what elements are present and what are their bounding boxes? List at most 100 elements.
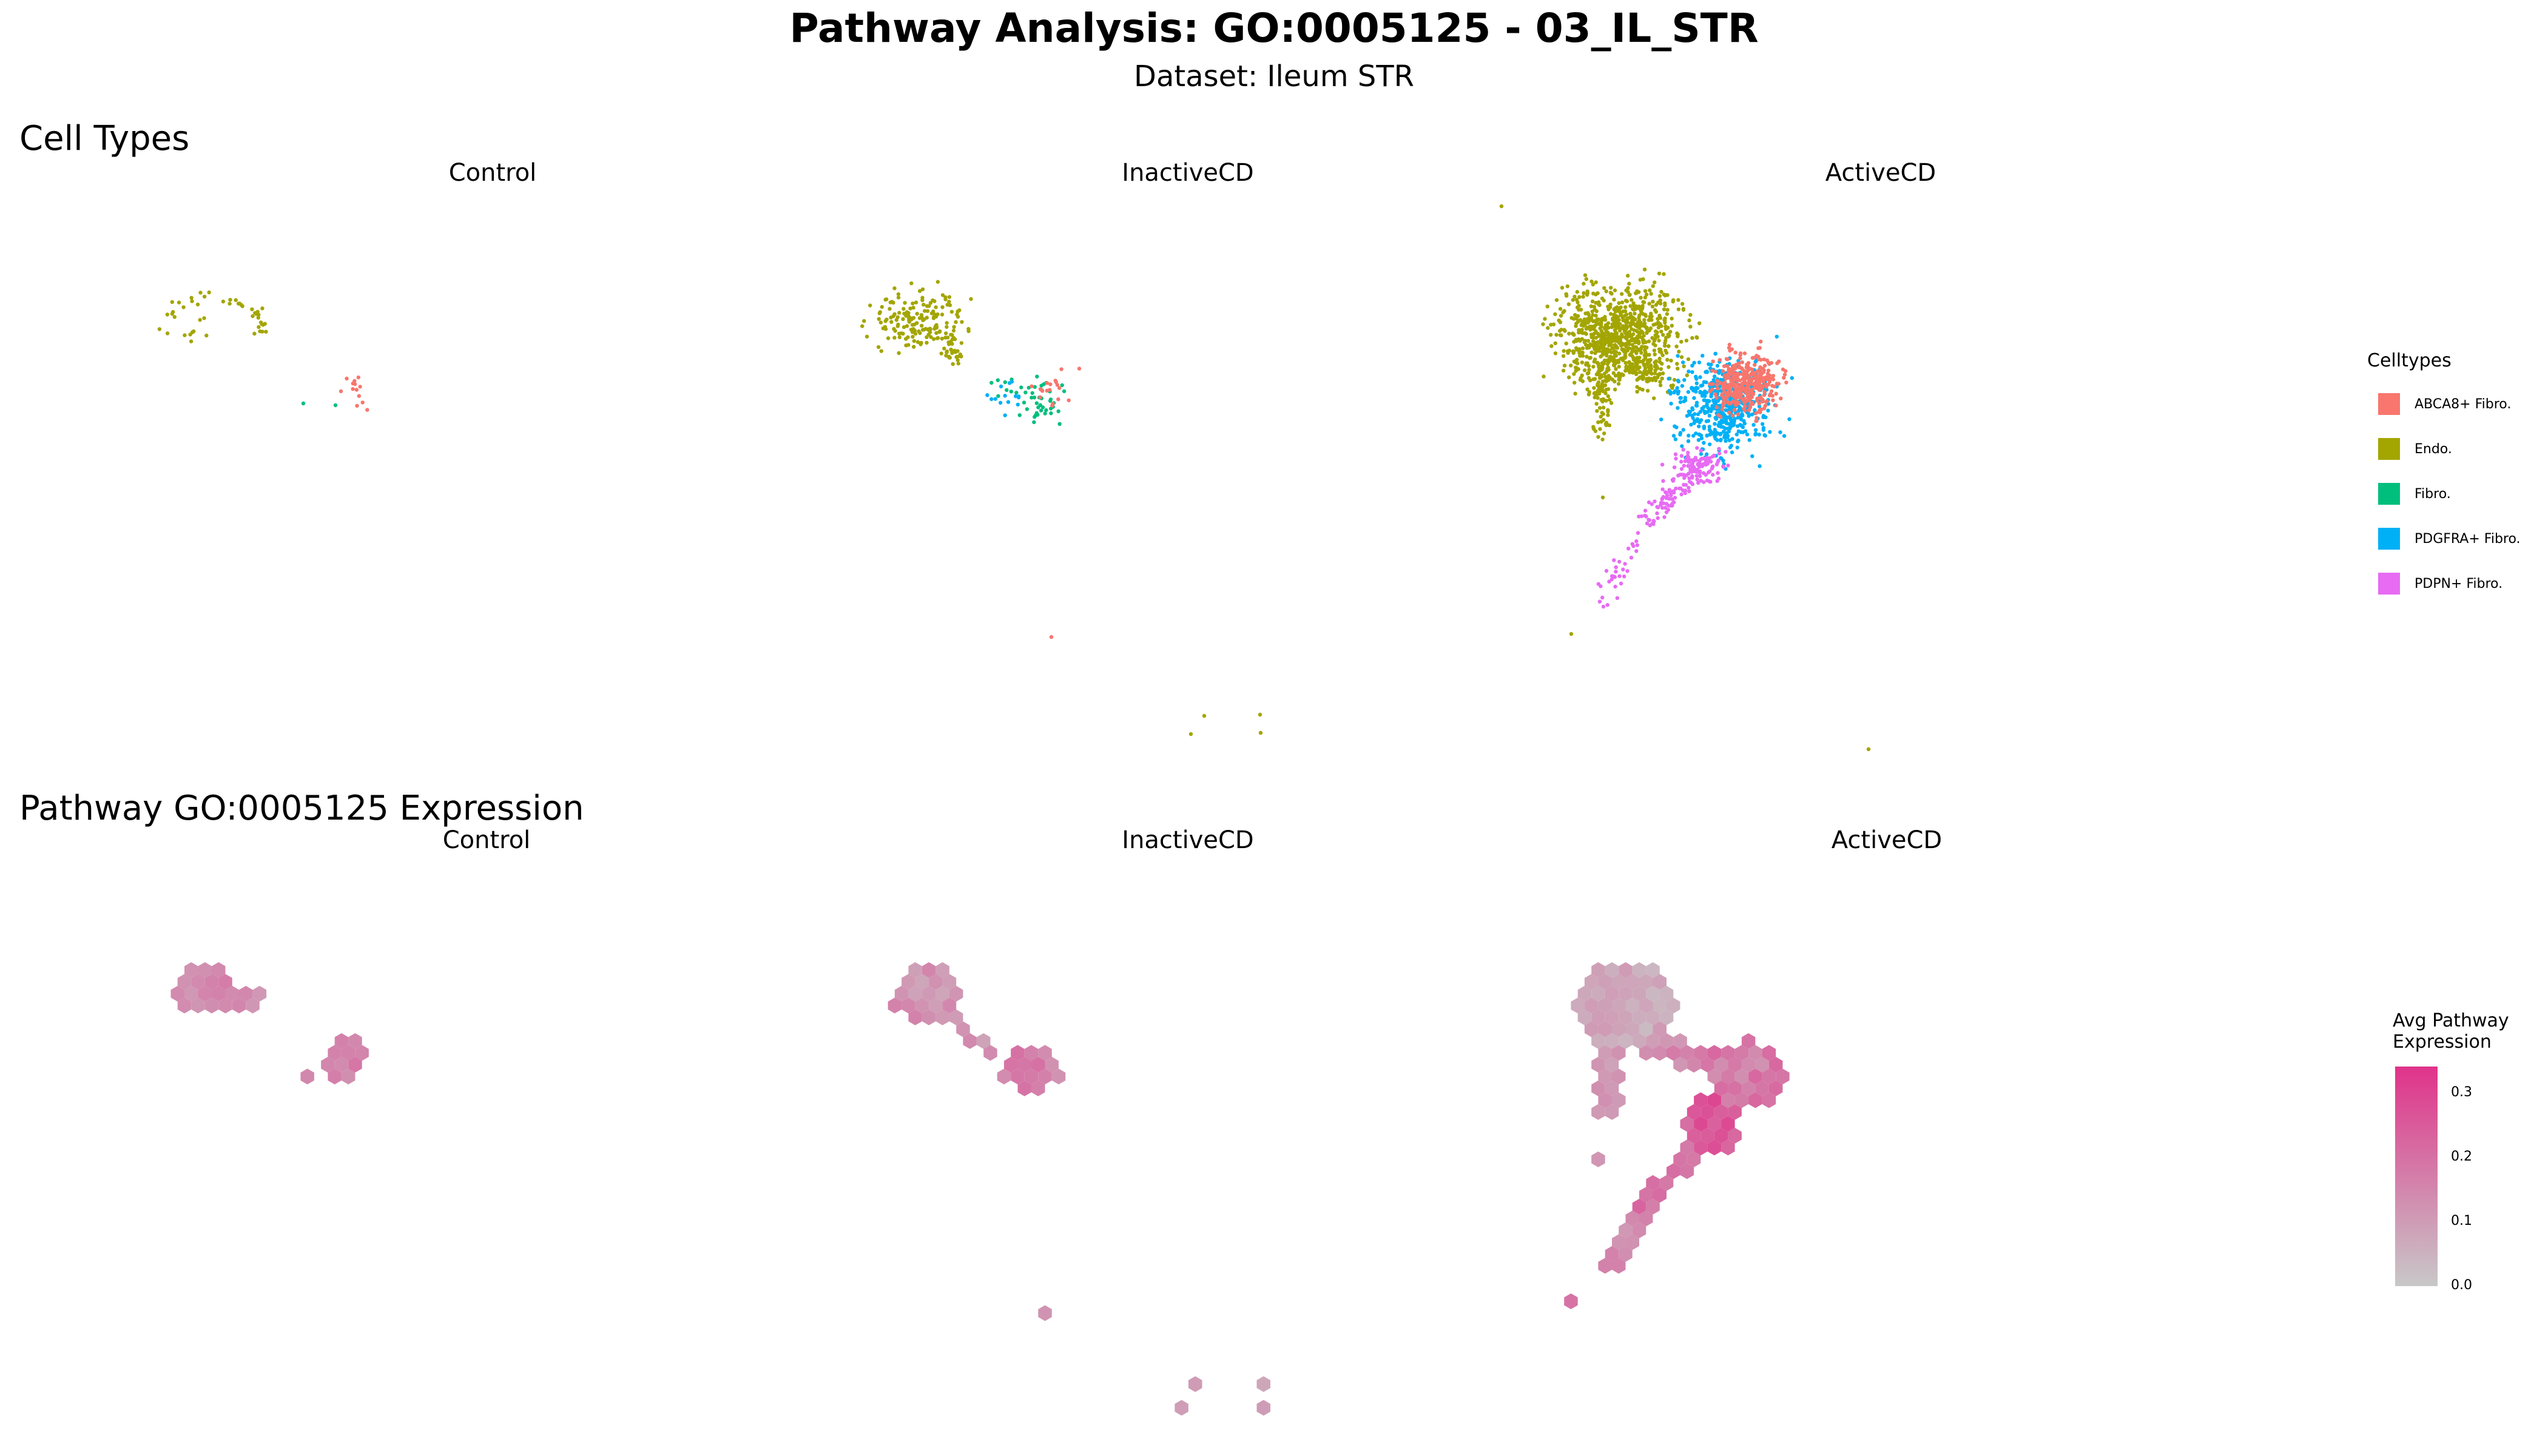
cell-point-abca8-fibro-	[1719, 381, 1724, 386]
cell-point-abca8-fibro-	[1051, 402, 1055, 406]
cell-point-endo-	[1202, 713, 1207, 718]
cell-point-endo-	[902, 306, 906, 311]
cell-point-endo-	[1600, 361, 1605, 365]
cell-point-pdgfra-fibro-	[1739, 414, 1744, 418]
expression-hexbin	[1632, 1033, 1646, 1049]
cell-point-abca8-fibro-	[1782, 372, 1787, 377]
cell-point-endo-	[1651, 300, 1655, 304]
cell-point-endo-	[1658, 316, 1663, 320]
cell-point-endo-	[945, 335, 950, 340]
cell-point-endo-	[1643, 289, 1648, 293]
cell-point-pdgfra-fibro-	[1709, 430, 1714, 434]
cell-point-endo-	[1637, 290, 1641, 294]
cell-point-pdgfra-fibro-	[1709, 362, 1713, 367]
cell-point-pdpn-fibro-	[1651, 519, 1656, 523]
cell-point-pdpn-fibro-	[1705, 462, 1710, 466]
cell-point-pdgfra-fibro-	[1676, 354, 1680, 358]
cell-point-endo-	[1623, 360, 1628, 365]
expression-hexbin	[1646, 1009, 1660, 1025]
cell-point-pdpn-fibro-	[1706, 470, 1711, 474]
cell-point-endo-	[1596, 331, 1600, 336]
cell-point-pdgfra-fibro-	[989, 397, 994, 402]
cell-point-endo-	[1600, 437, 1605, 442]
cell-point-endo-	[1638, 370, 1642, 374]
colorbar-tick-0.3: 0.3	[2451, 1085, 2472, 1100]
expression-hexbin	[198, 986, 212, 1002]
cell-point-endo-	[1562, 328, 1566, 332]
cell-point-pdpn-fibro-	[1629, 556, 1634, 560]
cell-point-endo-	[1583, 339, 1588, 343]
cell-point-fibro-	[1040, 405, 1045, 410]
cell-point-abca8-fibro-	[1710, 368, 1714, 373]
cell-point-endo-	[1657, 294, 1662, 298]
expression-hexbin	[1694, 1092, 1708, 1108]
cell-point-endo-	[952, 325, 956, 329]
cell-point-pdgfra-fibro-	[1713, 416, 1717, 420]
expression-hexbin	[1768, 1057, 1783, 1073]
cell-point-endo-	[1614, 354, 1618, 358]
expression-hexbin	[1639, 974, 1653, 990]
cell-point-endo-	[1607, 423, 1612, 428]
cell-point-pdgfra-fibro-	[1686, 389, 1691, 394]
cell-point-endo-	[1551, 322, 1556, 326]
expression-hexbin	[1591, 1057, 1605, 1073]
cell-point-endo-	[1608, 332, 1613, 337]
cell-point-abca8-fibro-	[1732, 384, 1736, 388]
cell-point-endo-	[1574, 324, 1578, 328]
cell-point-endo-	[1591, 425, 1596, 429]
cell-point-endo-	[1634, 372, 1639, 376]
cell-point-abca8-fibro-	[1754, 419, 1759, 423]
expression-hexbin	[1714, 1104, 1728, 1120]
cell-point-endo-	[956, 349, 960, 353]
cell-point-endo-	[1620, 372, 1624, 376]
cell-point-pdpn-fibro-	[1660, 487, 1665, 491]
cell-point-endo-	[1657, 271, 1662, 275]
cell-point-endo-	[960, 320, 964, 324]
cell-point-endo-	[925, 309, 930, 313]
expression-hexbin	[177, 974, 192, 990]
expression-hexbin	[1646, 962, 1660, 978]
cell-point-abca8-fibro-	[1722, 398, 1726, 402]
cell-point-endo-	[1582, 281, 1586, 286]
cell-point-endo-	[1687, 318, 1691, 323]
cell-point-fibro-	[1017, 413, 1022, 417]
expression-hexbin	[922, 962, 936, 978]
expression-hexbin	[341, 1045, 356, 1061]
cell-point-endo-	[868, 303, 872, 308]
cell-point-endo-	[1596, 317, 1601, 322]
cell-point-endo-	[1596, 370, 1600, 375]
expression-hexbin	[1598, 1092, 1612, 1108]
cell-point-pdgfra-fibro-	[1758, 464, 1762, 468]
expression-legend-title: Avg Pathway Expression	[2393, 1010, 2509, 1053]
cell-point-endo-	[1616, 324, 1620, 328]
expression-hexbin	[929, 997, 943, 1014]
cell-point-endo-	[1608, 291, 1613, 295]
cell-point-endo-	[1634, 323, 1638, 328]
cell-point-endo-	[1578, 318, 1583, 322]
expression-hexbin	[1188, 1376, 1202, 1392]
cell-point-pdgfra-fibro-	[1006, 400, 1011, 404]
cell-point-endo-	[1654, 364, 1659, 369]
cell-point-pdgfra-fibro-	[1734, 432, 1739, 437]
expression-hexbin	[1762, 1092, 1776, 1108]
expression-hexbin	[915, 997, 929, 1014]
expression-hexbin	[902, 997, 915, 1014]
expression-hexbin	[191, 997, 205, 1014]
cell-point-endo-	[1643, 324, 1647, 329]
cell-point-endo-	[1578, 339, 1582, 343]
cell-point-abca8-fibro-	[1751, 402, 1755, 406]
cell-point-pdpn-fibro-	[1671, 489, 1676, 493]
expression-hexbin	[1653, 1045, 1667, 1061]
cell-point-pdpn-fibro-	[1695, 446, 1699, 450]
cell-point-abca8-fibro-	[1054, 380, 1059, 385]
cell-point-endo-	[1592, 342, 1596, 346]
expression-hexbin	[1741, 1080, 1756, 1096]
cell-point-endo-	[928, 301, 933, 305]
cell-point-endo-	[1627, 281, 1631, 286]
expression-hexbin	[246, 997, 260, 1014]
cell-point-endo-	[1584, 343, 1588, 347]
expression-hexbin	[1680, 1045, 1694, 1061]
cell-point-endo-	[1559, 314, 1563, 318]
cell-point-pdpn-fibro-	[1679, 454, 1684, 458]
cell-point-endo-	[181, 305, 186, 309]
